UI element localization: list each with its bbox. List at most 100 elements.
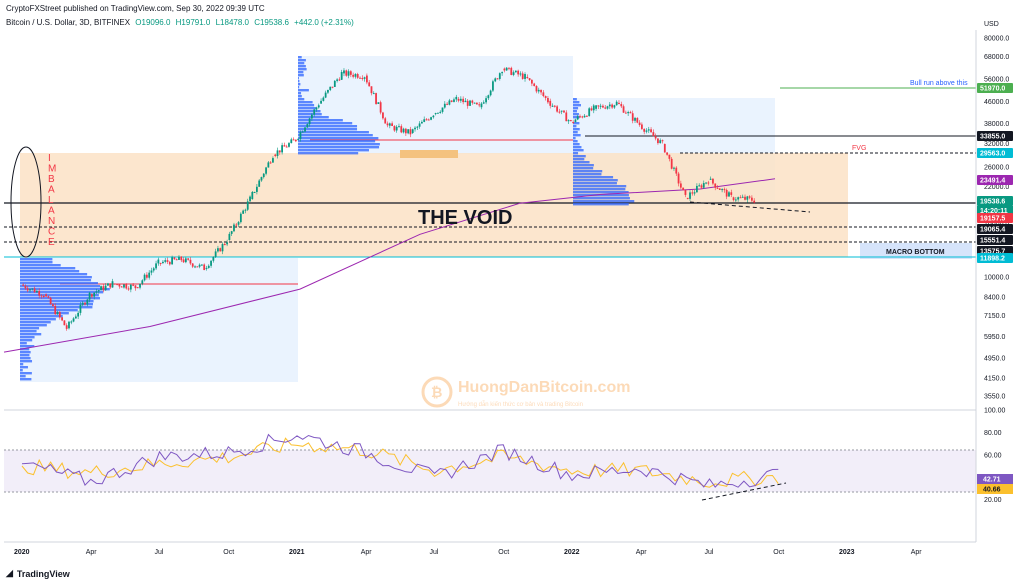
candle-body [679,183,682,188]
price-tag-value: 33855.0 [980,134,1005,141]
candle-body [659,140,662,144]
rsi-axis-ticks[interactable]: 100.00 80.00 60.00 20.00 [984,408,1006,505]
candle-body [430,117,432,120]
candle-body [198,264,201,267]
candle-body [278,150,281,153]
profile-bar [573,152,579,155]
candle-body [615,101,618,106]
candle-body [409,129,412,135]
candle-body [443,103,446,108]
profile-bar [573,188,626,191]
candle-body [162,261,164,263]
profile-bar [20,351,31,354]
candle-body [734,199,737,201]
profile-bar [573,104,581,107]
candle-body [604,107,607,109]
profile-bar [298,134,373,137]
candle-body [274,154,277,156]
time-axis-ticks[interactable]: 2020 Apr Jul Oct 2021 Apr Jul Oct 2022 Apr Jul Oct 2… [14,549,922,556]
candle-body [372,93,375,95]
price-tick-label: 68000.0 [984,54,1009,61]
candle-body [471,100,474,103]
profile-bar [298,152,359,155]
candle-body [35,291,38,293]
candle-body [675,167,678,174]
imbalance-letter: N [48,216,55,227]
candle-body [95,291,98,293]
candle-body [104,285,107,291]
legend-open: O19096.0 [135,18,171,27]
price-tick-label: 16000.0 [984,220,1009,227]
candle-body [65,325,68,329]
candle-body [292,139,295,141]
candle-body [469,100,471,106]
candle-body [40,295,43,297]
profile-bar [20,333,42,336]
candle-body [411,129,414,134]
candle-body [737,197,740,200]
candle-body [668,154,671,159]
candle-body [739,197,742,199]
profile-bar [573,134,581,137]
candle-body [709,178,712,180]
candle-body [606,106,609,109]
profile-bar [573,164,594,167]
candle-body [530,79,533,84]
candle-body [686,197,689,199]
candle-body [602,105,604,108]
price-tag-value: 19157.5 [980,216,1005,223]
candle-body [290,139,293,144]
profile-bar [20,360,33,363]
profile-bar [20,378,32,381]
candle-body [402,128,405,133]
candle-body [173,257,176,260]
profile-bar [20,279,92,282]
candle-body [425,119,428,121]
candle-body [88,292,91,300]
candle-body [480,103,483,108]
candle-body [677,173,680,184]
candle-body [556,106,559,112]
currency-label: USD [984,21,999,28]
candle-body [191,263,194,267]
candle-body [33,288,36,293]
candle-body [622,106,625,113]
candle-body [327,89,329,93]
candle-body [457,98,460,101]
rsi-tag [977,484,1013,494]
profile-bar [20,336,35,339]
price-axis-ticks[interactable]: 80000.0 68000.0 56000.0 46000.0 38000.0 32000… [984,36,1009,401]
profile-bar [298,98,305,101]
profile-bar [20,276,92,279]
profile-bar [573,197,630,200]
candle-body [549,100,552,106]
candle-body [714,183,717,188]
profile-bar [298,83,301,86]
price-tag [977,131,1013,141]
tradingview-footer[interactable]: ◢ TradingView [6,568,70,579]
trendline-rsi [701,482,787,501]
symbol-legend: Bitcoin / U.S. Dollar, 3D, BITFINEX O190… [6,18,354,27]
tradingview-logo-icon: ◢ [6,568,13,578]
candle-body [416,126,419,128]
candle-body [299,132,302,139]
profile-bar [298,62,305,65]
candle-body [414,127,416,130]
candle-body [74,316,77,319]
profile-bar [298,119,343,122]
candle-body [388,123,391,126]
candle-body [427,119,430,121]
fvg-label: FVG [852,145,866,152]
candle-body [196,266,199,268]
profile-bar [298,116,329,119]
time-tick-label: Oct [498,549,509,556]
candle-body [127,288,130,290]
candle-body [203,264,206,271]
candle-body [512,72,515,75]
candle-body [49,297,52,305]
candle-body [689,192,691,199]
candle-body [175,259,178,261]
candle-body [505,67,508,71]
candle-body [535,86,538,92]
